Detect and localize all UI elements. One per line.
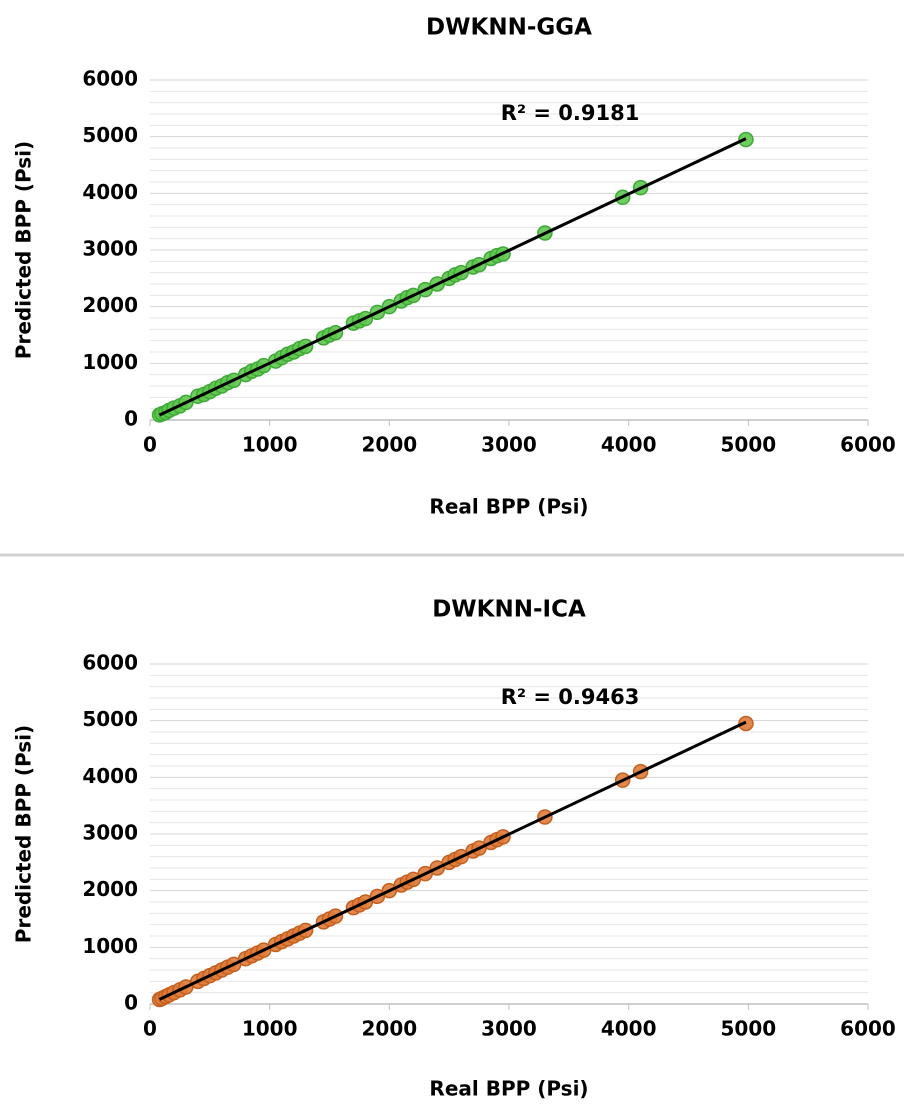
y-tick-label: 6000 — [82, 651, 138, 675]
y-axis-title: Predicted BPP (Psi) — [12, 141, 36, 359]
y-tick-label: 1000 — [82, 934, 138, 958]
chart-title: DWKNN-ICA — [432, 597, 586, 623]
x-tick-label: 4000 — [601, 433, 657, 457]
x-tick-label: 1000 — [242, 433, 298, 457]
x-tick-label: 3000 — [481, 433, 537, 457]
x-tick-label: 4000 — [601, 1017, 657, 1041]
y-tick-label: 4000 — [82, 180, 138, 204]
x-tick-label: 5000 — [720, 433, 776, 457]
y-tick-label: 5000 — [82, 123, 138, 147]
trendline — [158, 720, 747, 1001]
x-tick-label: 2000 — [361, 433, 417, 457]
x-tick-label: 5000 — [720, 1017, 776, 1041]
x-tick-label: 3000 — [481, 1017, 537, 1041]
x-axis-title: Real BPP (Psi) — [429, 495, 588, 519]
y-tick-label: 2000 — [82, 293, 138, 317]
r-squared-annotation: R² = 0.9181 — [501, 101, 640, 125]
y-tick-label: 5000 — [82, 707, 138, 731]
r-squared-annotation: R² = 0.9463 — [501, 685, 640, 709]
x-tick-label: 6000 — [840, 433, 896, 457]
y-axis-title: Predicted BPP (Psi) — [12, 725, 36, 943]
y-tick-label: 4000 — [82, 764, 138, 788]
y-tick-label: 2000 — [82, 877, 138, 901]
y-tick-label: 0 — [124, 991, 138, 1015]
y-tick-label: 1000 — [82, 350, 138, 374]
y-tick-label: 6000 — [82, 67, 138, 91]
x-axis-title: Real BPP (Psi) — [429, 1077, 588, 1101]
y-tick-label: 3000 — [82, 821, 138, 845]
x-tick-label: 0 — [143, 433, 157, 457]
x-tick-label: 6000 — [840, 1017, 896, 1041]
x-tick-label: 0 — [143, 1017, 157, 1041]
x-tick-label: 1000 — [242, 1017, 298, 1041]
x-tick-label: 2000 — [361, 1017, 417, 1041]
y-tick-label: 0 — [124, 407, 138, 431]
trendline — [158, 137, 747, 417]
chart-title: DWKNN-GGA — [426, 15, 592, 41]
y-tick-label: 3000 — [82, 237, 138, 261]
